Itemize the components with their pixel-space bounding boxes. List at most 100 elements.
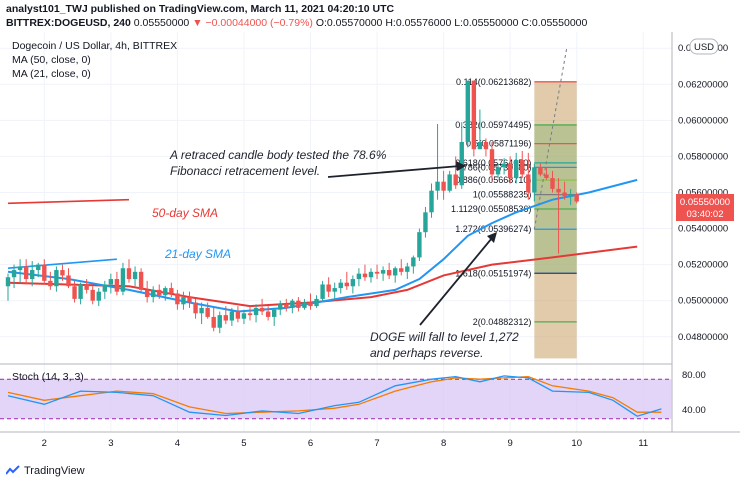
fibonacci-zone <box>534 81 577 359</box>
candle-61 <box>374 264 380 280</box>
candle-73 <box>447 170 452 193</box>
candle-body-10 <box>66 275 71 287</box>
candle-62 <box>380 266 386 281</box>
candle-32 <box>199 302 204 325</box>
candle-39 <box>241 309 247 325</box>
candle-body-53 <box>326 284 331 292</box>
candle-14 <box>90 286 95 305</box>
candle-44 <box>272 307 277 326</box>
candle-85 <box>520 151 525 179</box>
stoch-label: Stoch (14, 3, 3) <box>12 371 84 383</box>
candle-body-29 <box>181 297 186 305</box>
chart-panel[interactable]: 0.114(0.06213682) 0.382(0.05974495) 0.5(0.… <box>0 32 740 457</box>
candle-body-83 <box>507 163 513 179</box>
candle-body-2 <box>17 266 23 271</box>
candle-body-4 <box>30 270 35 280</box>
candle-body-69 <box>423 212 428 233</box>
candle-48 <box>296 297 301 312</box>
candle-2 <box>17 259 23 283</box>
symbol-name: BITTREX:DOGEUSD, 240 <box>6 17 131 29</box>
candle-89 <box>544 167 549 180</box>
candle-body-26 <box>163 288 168 296</box>
candle-body-57 <box>350 279 356 287</box>
candle-23 <box>144 280 150 303</box>
candle-body-15 <box>96 291 101 301</box>
stoch-d-line <box>7 375 662 415</box>
candle-body-21 <box>132 271 138 280</box>
candle-66 <box>405 262 410 280</box>
time-tick-11: 11 <box>638 438 648 449</box>
candle-body-31 <box>193 302 198 314</box>
time-tick-7: 7 <box>374 438 379 449</box>
price-chart-svg[interactable]: 0.114(0.06213682) 0.382(0.05974495) 0.5(0.… <box>0 32 740 457</box>
fib-trend-dashed <box>533 48 568 230</box>
candle-7 <box>48 271 53 290</box>
candle-41 <box>253 304 259 323</box>
candle-body-87 <box>532 167 537 193</box>
publisher-line: analyst101_TWJ published on TradingView.… <box>6 3 394 15</box>
candle-body-74 <box>453 174 458 186</box>
candle-46 <box>284 298 289 312</box>
fib-label-1.1129: 1.1129(0.05508536) <box>451 204 531 214</box>
candle-3 <box>23 259 29 285</box>
time-axis: 2 3 4 5 6 7 8 9 10 11 <box>0 363 740 449</box>
candle-36 <box>223 306 228 325</box>
candle-body-11 <box>72 286 77 299</box>
candle-17 <box>108 273 114 294</box>
candle-94 <box>574 192 579 204</box>
candle-body-19 <box>120 268 126 292</box>
candles-layer <box>5 80 579 334</box>
time-tick-3: 3 <box>108 438 113 449</box>
candle-body-44 <box>272 309 277 317</box>
candle-42 <box>259 298 265 316</box>
candle-6 <box>42 259 47 285</box>
candle-body-49 <box>302 302 307 308</box>
currency-badge[interactable]: USD <box>689 38 719 55</box>
candle-body-48 <box>296 300 301 308</box>
candle-56 <box>344 271 349 290</box>
stoch-tick-80: 80.00 <box>682 370 706 381</box>
sma21-label: 21-day SMA <box>164 247 231 261</box>
stoch-tick-40: 40.00 <box>682 405 706 416</box>
price-tick-7: 0.05000000 <box>678 296 728 307</box>
chart-legend: Dogecoin / US Dollar, 4h, BITTREX MA (50… <box>12 40 177 80</box>
candle-5 <box>36 262 41 278</box>
symbol-line: BITTREX:DOGEUSD, 240 0.05550000 ▼ −0.000… <box>6 17 587 29</box>
candle-body-85 <box>520 160 525 175</box>
candle-body-91 <box>556 188 561 193</box>
candle-34 <box>211 307 216 332</box>
candle-body-6 <box>42 264 47 281</box>
candle-33 <box>205 302 210 319</box>
fib-note-line1: A retraced candle body tested the 78.6% <box>169 148 387 162</box>
candle-13 <box>84 279 89 294</box>
candle-60 <box>368 268 374 283</box>
candle-28 <box>175 289 180 310</box>
candle-54 <box>332 282 337 299</box>
candle-body-32 <box>199 307 204 314</box>
candle-body-81 <box>495 167 501 175</box>
candle-body-94 <box>574 194 579 202</box>
time-tick-9: 9 <box>508 438 513 449</box>
candle-71 <box>435 123 440 200</box>
candle-92 <box>562 181 567 200</box>
time-tick-4: 4 <box>175 438 180 449</box>
candle-body-24 <box>151 289 156 298</box>
candle-body-20 <box>126 268 132 280</box>
candle-body-16 <box>102 284 107 292</box>
ohlc-values: O:0.05570000 H:0.05576000 L:0.05550000 C… <box>315 17 588 29</box>
candle-64 <box>393 266 398 283</box>
candle-91 <box>556 178 561 254</box>
candle-49 <box>302 298 307 310</box>
candle-body-65 <box>399 268 404 272</box>
candle-body-51 <box>314 298 319 307</box>
candle-72 <box>441 170 446 200</box>
time-tick-6: 6 <box>308 438 313 449</box>
candle-74 <box>453 156 458 189</box>
candle-47 <box>290 298 295 314</box>
candle-body-63 <box>386 270 392 276</box>
candle-body-89 <box>544 174 549 179</box>
stochastic-panel <box>0 375 672 420</box>
candle-87 <box>532 163 537 202</box>
fib-label-0.886: 0.886(0.05668710) <box>455 175 531 185</box>
candle-body-93 <box>568 194 573 197</box>
